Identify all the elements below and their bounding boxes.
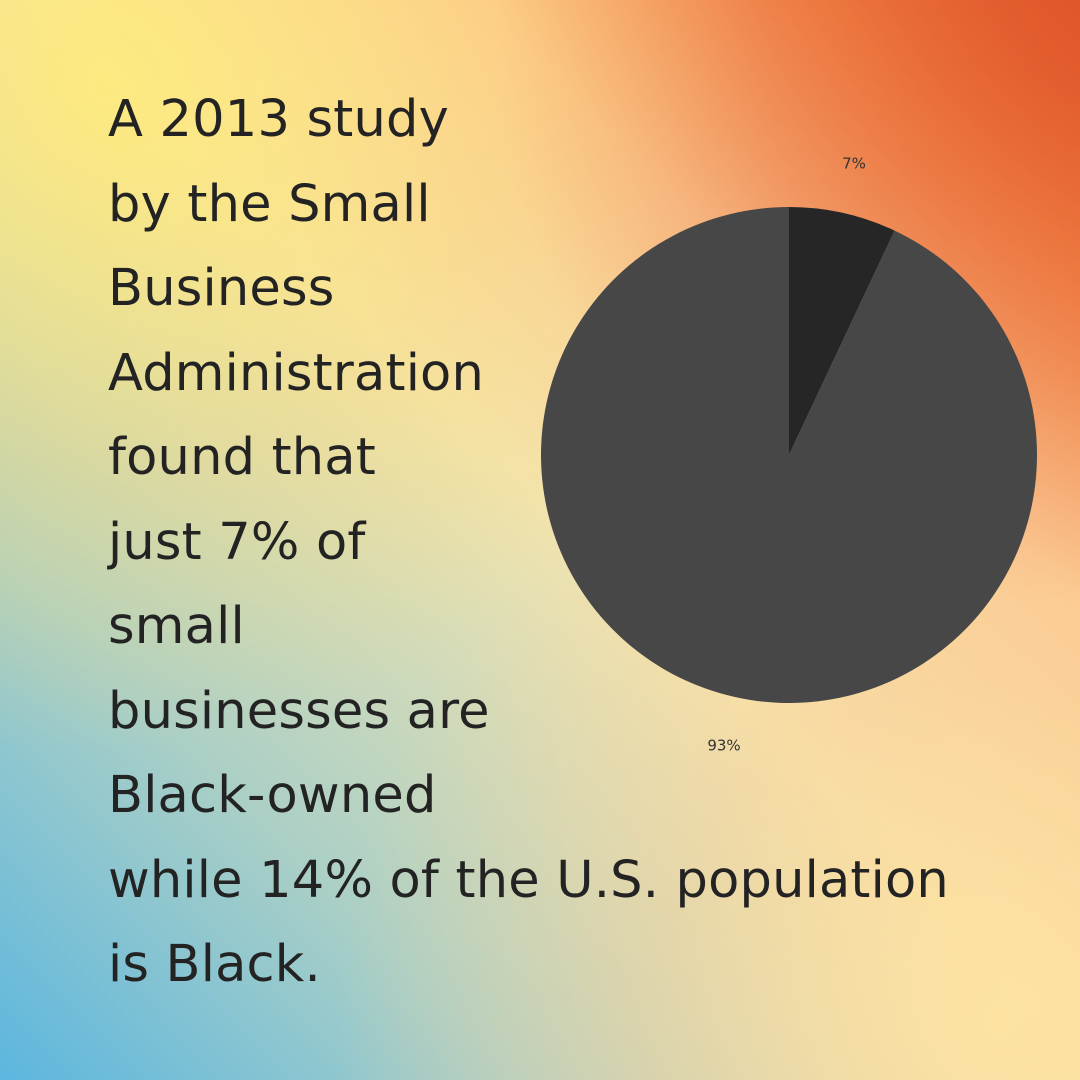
statement-line: Black-owned: [108, 766, 437, 825]
statement-line: small: [108, 597, 245, 656]
statement-line: found that: [108, 428, 376, 487]
statement-line: just 7% of: [108, 512, 366, 572]
statement-line: A 2013 study: [108, 90, 449, 149]
pie-slice-7-percent: [789, 207, 895, 455]
statement-line: Business: [108, 259, 335, 318]
pie-data-label: 7%: [842, 155, 866, 173]
statistic-statement: A 2013 study by the Small Business Admin…: [108, 78, 1008, 1008]
pie-data-label: 93%: [707, 736, 740, 754]
pie-slice-93-percent: [540, 207, 1037, 704]
statement-line: by the Small: [108, 174, 431, 234]
statement-line: is Black.: [108, 935, 321, 994]
statement-line: Administration: [108, 343, 484, 403]
statement-line: businesses are: [108, 681, 490, 741]
statement-line: while 14% of the U.S. population: [108, 850, 949, 910]
